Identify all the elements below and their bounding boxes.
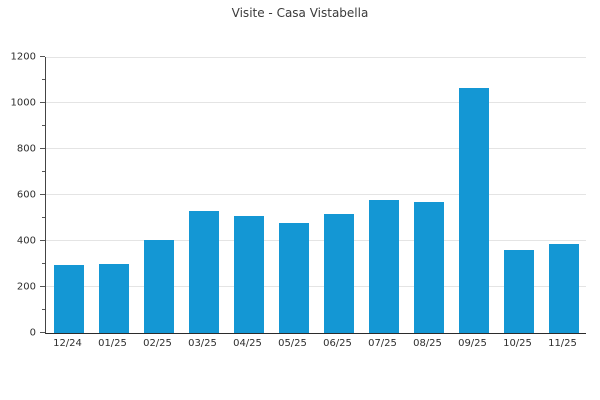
bar-slot-07/25 [361,57,406,333]
bar-slot-06/25 [316,57,361,333]
y-major-tick-0 [40,332,45,333]
bar-02/25[interactable] [143,239,174,333]
y-major-tick-600 [40,194,45,195]
bar-slot-08/25 [406,57,451,333]
y-major-tick-200 [40,286,45,287]
x-tick-label-05/25: 05/25 [278,338,307,349]
bar-01/25[interactable] [98,264,129,333]
y-minor-tick-700 [42,171,45,172]
gridline-1000 [46,102,586,103]
x-tick-label-06/25: 06/25 [323,338,352,349]
bar-04/25[interactable] [233,215,264,333]
gridline-1200 [46,57,586,58]
y-minor-tick-300 [42,263,45,264]
x-tick-label-01/25: 01/25 [98,338,127,349]
bar-slot-11/25 [541,57,586,333]
bar-slot-03/25 [181,57,226,333]
y-axis: 0 200 400 600 800 1000 1200 [0,52,45,339]
y-major-tick-800 [40,148,45,149]
bar-slot-12/24 [46,57,91,333]
x-tick-label-04/25: 04/25 [233,338,262,349]
y-major-tick-1200 [40,56,45,57]
chart-title: Visite - Casa Vistabella [231,6,369,20]
bar-slot-01/25 [91,57,136,333]
x-tick-label-07/25: 07/25 [368,338,397,349]
bar-slot-09/25 [451,57,496,333]
bars-container [46,57,586,333]
bar-06/25[interactable] [323,214,354,333]
bar-03/25[interactable] [188,210,219,333]
y-tick-label-200: 200 [16,281,36,293]
bar-09/25[interactable] [458,87,489,333]
bar-05/25[interactable] [278,223,309,333]
bar-11/25[interactable] [548,243,579,333]
bar-10/25[interactable] [503,250,534,333]
y-tick-label-400: 400 [16,235,36,247]
bar-12/24[interactable] [53,265,84,333]
x-tick-label-02/25: 02/25 [143,338,172,349]
y-major-tick-400 [40,240,45,241]
x-tick-label-03/25: 03/25 [188,338,217,349]
y-minor-tick-1100 [42,79,45,80]
x-tick-label-11/25: 11/25 [548,338,577,349]
y-tick-label-1000: 1000 [10,97,36,109]
gridline-200 [46,286,586,287]
y-tick-label-800: 800 [16,143,36,155]
x-tick-label-08/25: 08/25 [413,338,442,349]
bar-slot-04/25 [226,57,271,333]
y-minor-tick-100 [42,309,45,310]
x-axis: 12/24 01/25 02/25 03/25 04/25 05/25 06/25 07/25… [45,338,585,349]
y-major-tick-1000 [40,102,45,103]
y-tick-label-1200: 1200 [10,51,36,63]
gridline-600 [46,194,586,195]
gridline-400 [46,240,586,241]
x-tick-label-09/25: 09/25 [458,338,487,349]
x-tick-label-12/24: 12/24 [53,338,82,349]
y-minor-tick-500 [42,217,45,218]
bar-slot-05/25 [271,57,316,333]
bar-08/25[interactable] [413,202,444,333]
x-tick-label-10/25: 10/25 [503,338,532,349]
y-tick-label-0: 0 [29,327,36,339]
y-minor-tick-900 [42,125,45,126]
gridline-800 [46,148,586,149]
bar-07/25[interactable] [368,200,399,333]
bar-slot-10/25 [496,57,541,333]
bar-slot-02/25 [136,57,181,333]
y-tick-label-600: 600 [16,189,36,201]
plot-area [45,57,586,334]
